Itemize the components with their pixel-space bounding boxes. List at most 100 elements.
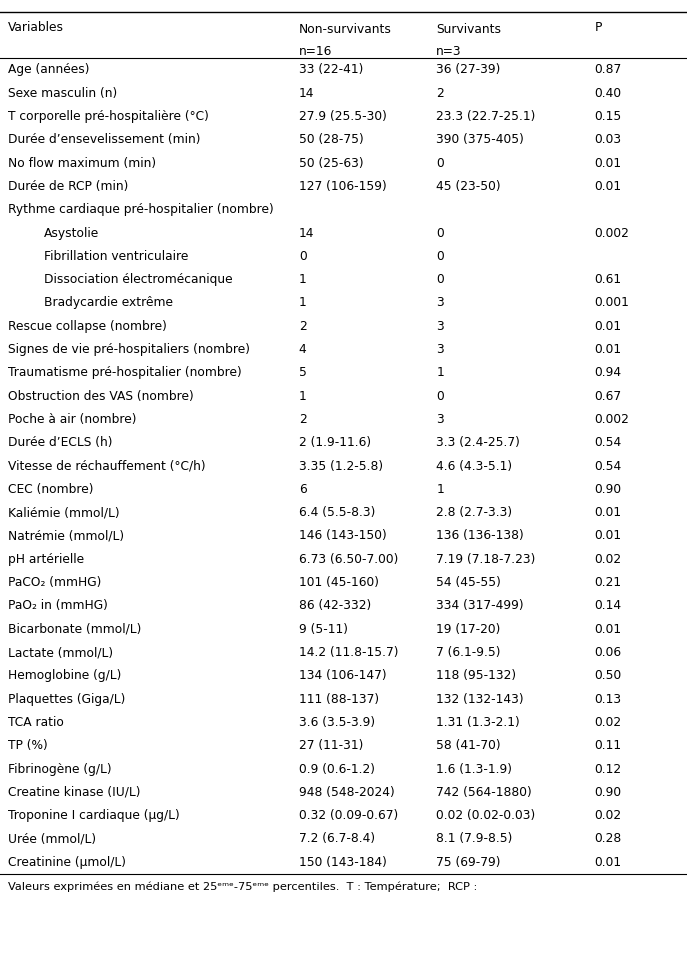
- Text: Sexe masculin (n): Sexe masculin (n): [8, 86, 117, 100]
- Text: 9 (5-11): 9 (5-11): [299, 622, 348, 636]
- Text: 0.01: 0.01: [594, 855, 621, 869]
- Text: 7.19 (7.18-7.23): 7.19 (7.18-7.23): [436, 552, 536, 566]
- Text: 1: 1: [299, 389, 306, 403]
- Text: n=16: n=16: [299, 45, 333, 57]
- Text: 4: 4: [299, 343, 306, 356]
- Text: Durée d’ECLS (h): Durée d’ECLS (h): [8, 436, 113, 450]
- Text: 0.01: 0.01: [594, 506, 621, 519]
- Text: TCA ratio: TCA ratio: [8, 716, 64, 729]
- Text: Kaliémie (mmol/L): Kaliémie (mmol/L): [8, 506, 120, 519]
- Text: 742 (564-1880): 742 (564-1880): [436, 786, 532, 799]
- Text: 0: 0: [436, 226, 444, 240]
- Text: 1.31 (1.3-2.1): 1.31 (1.3-2.1): [436, 716, 520, 729]
- Text: 3: 3: [436, 343, 444, 356]
- Text: 0.94: 0.94: [594, 366, 621, 380]
- Text: 0.40: 0.40: [594, 86, 621, 100]
- Text: 0.61: 0.61: [594, 273, 621, 286]
- Text: 54 (45-55): 54 (45-55): [436, 576, 501, 589]
- Text: 7 (6.1-9.5): 7 (6.1-9.5): [436, 646, 501, 659]
- Text: 4.6 (4.3-5.1): 4.6 (4.3-5.1): [436, 459, 513, 473]
- Text: Dissociation électromécanique: Dissociation électromécanique: [44, 273, 233, 286]
- Text: T corporelle pré-hospitalière (°C): T corporelle pré-hospitalière (°C): [8, 110, 209, 123]
- Text: 0.002: 0.002: [594, 413, 629, 426]
- Text: Signes de vie pré-hospitaliers (nombre): Signes de vie pré-hospitaliers (nombre): [8, 343, 250, 356]
- Text: 1: 1: [436, 366, 444, 380]
- Text: Creatinine (μmol/L): Creatinine (μmol/L): [8, 855, 126, 869]
- Text: 334 (317-499): 334 (317-499): [436, 599, 524, 613]
- Text: 3: 3: [436, 319, 444, 333]
- Text: PaCO₂ (mmHG): PaCO₂ (mmHG): [8, 576, 102, 589]
- Text: Natrémie (mmol/L): Natrémie (mmol/L): [8, 529, 124, 543]
- Text: Fibrillation ventriculaire: Fibrillation ventriculaire: [44, 250, 188, 263]
- Text: Fibrinogène (g/L): Fibrinogène (g/L): [8, 762, 112, 776]
- Text: PaO₂ in (mmHG): PaO₂ in (mmHG): [8, 599, 108, 613]
- Text: 3: 3: [436, 296, 444, 310]
- Text: 14.2 (11.8-15.7): 14.2 (11.8-15.7): [299, 646, 398, 659]
- Text: 27 (11-31): 27 (11-31): [299, 739, 363, 753]
- Text: 27.9 (25.5-30): 27.9 (25.5-30): [299, 110, 387, 123]
- Text: Durée d’ensevelissement (min): Durée d’ensevelissement (min): [8, 133, 201, 147]
- Text: 50 (25-63): 50 (25-63): [299, 156, 363, 170]
- Text: Bradycardie extrême: Bradycardie extrême: [44, 296, 173, 310]
- Text: 132 (132-143): 132 (132-143): [436, 692, 524, 706]
- Text: 0: 0: [436, 389, 444, 403]
- Text: 0.90: 0.90: [594, 483, 621, 496]
- Text: Troponine I cardiaque (μg/L): Troponine I cardiaque (μg/L): [8, 809, 180, 822]
- Text: 0.67: 0.67: [594, 389, 621, 403]
- Text: n=3: n=3: [436, 45, 462, 57]
- Text: 0.01: 0.01: [594, 529, 621, 543]
- Text: 3.3 (2.4-25.7): 3.3 (2.4-25.7): [436, 436, 520, 450]
- Text: 0.12: 0.12: [594, 762, 621, 776]
- Text: Asystolie: Asystolie: [44, 226, 99, 240]
- Text: 2 (1.9-11.6): 2 (1.9-11.6): [299, 436, 371, 450]
- Text: 0.15: 0.15: [594, 110, 622, 123]
- Text: 0.06: 0.06: [594, 646, 621, 659]
- Text: 0.87: 0.87: [594, 63, 622, 77]
- Text: Poche à air (nombre): Poche à air (nombre): [8, 413, 137, 426]
- Text: Urée (mmol/L): Urée (mmol/L): [8, 832, 96, 846]
- Text: 58 (41-70): 58 (41-70): [436, 739, 501, 753]
- Text: Age (années): Age (années): [8, 63, 90, 77]
- Text: Vitesse de réchauffement (°C/h): Vitesse de réchauffement (°C/h): [8, 459, 206, 473]
- Text: 0.21: 0.21: [594, 576, 621, 589]
- Text: 136 (136-138): 136 (136-138): [436, 529, 524, 543]
- Text: P: P: [594, 20, 602, 34]
- Text: No flow maximum (min): No flow maximum (min): [8, 156, 157, 170]
- Text: 3.6 (3.5-3.9): 3.6 (3.5-3.9): [299, 716, 375, 729]
- Text: 101 (45-160): 101 (45-160): [299, 576, 379, 589]
- Text: Variables: Variables: [8, 20, 65, 34]
- Text: 2: 2: [299, 319, 306, 333]
- Text: 0.01: 0.01: [594, 319, 621, 333]
- Text: 14: 14: [299, 86, 315, 100]
- Text: 0: 0: [436, 250, 444, 263]
- Text: 0.13: 0.13: [594, 692, 621, 706]
- Text: 0.02 (0.02-0.03): 0.02 (0.02-0.03): [436, 809, 535, 822]
- Text: 36 (27-39): 36 (27-39): [436, 63, 501, 77]
- Text: 0: 0: [436, 156, 444, 170]
- Text: 0.50: 0.50: [594, 669, 622, 683]
- Text: 8.1 (7.9-8.5): 8.1 (7.9-8.5): [436, 832, 513, 846]
- Text: Lactate (mmol/L): Lactate (mmol/L): [8, 646, 113, 659]
- Text: 0: 0: [299, 250, 306, 263]
- Text: 3: 3: [436, 413, 444, 426]
- Text: 5: 5: [299, 366, 306, 380]
- Text: 0.01: 0.01: [594, 622, 621, 636]
- Text: 146 (143-150): 146 (143-150): [299, 529, 387, 543]
- Text: 134 (106-147): 134 (106-147): [299, 669, 387, 683]
- Text: 50 (28-75): 50 (28-75): [299, 133, 363, 147]
- Text: 6.73 (6.50-7.00): 6.73 (6.50-7.00): [299, 552, 398, 566]
- Text: 33 (22-41): 33 (22-41): [299, 63, 363, 77]
- Text: 7.2 (6.7-8.4): 7.2 (6.7-8.4): [299, 832, 375, 846]
- Text: 0.11: 0.11: [594, 739, 621, 753]
- Text: 127 (106-159): 127 (106-159): [299, 180, 387, 193]
- Text: Plaquettes (Giga/L): Plaquettes (Giga/L): [8, 692, 126, 706]
- Text: pH artérielle: pH artérielle: [8, 552, 85, 566]
- Text: 0.9 (0.6-1.2): 0.9 (0.6-1.2): [299, 762, 375, 776]
- Text: Hemoglobine (g/L): Hemoglobine (g/L): [8, 669, 122, 683]
- Text: TP (%): TP (%): [8, 739, 48, 753]
- Text: 2.8 (2.7-3.3): 2.8 (2.7-3.3): [436, 506, 513, 519]
- Text: 1: 1: [436, 483, 444, 496]
- Text: 0.01: 0.01: [594, 156, 621, 170]
- Text: 86 (42-332): 86 (42-332): [299, 599, 371, 613]
- Text: 6: 6: [299, 483, 306, 496]
